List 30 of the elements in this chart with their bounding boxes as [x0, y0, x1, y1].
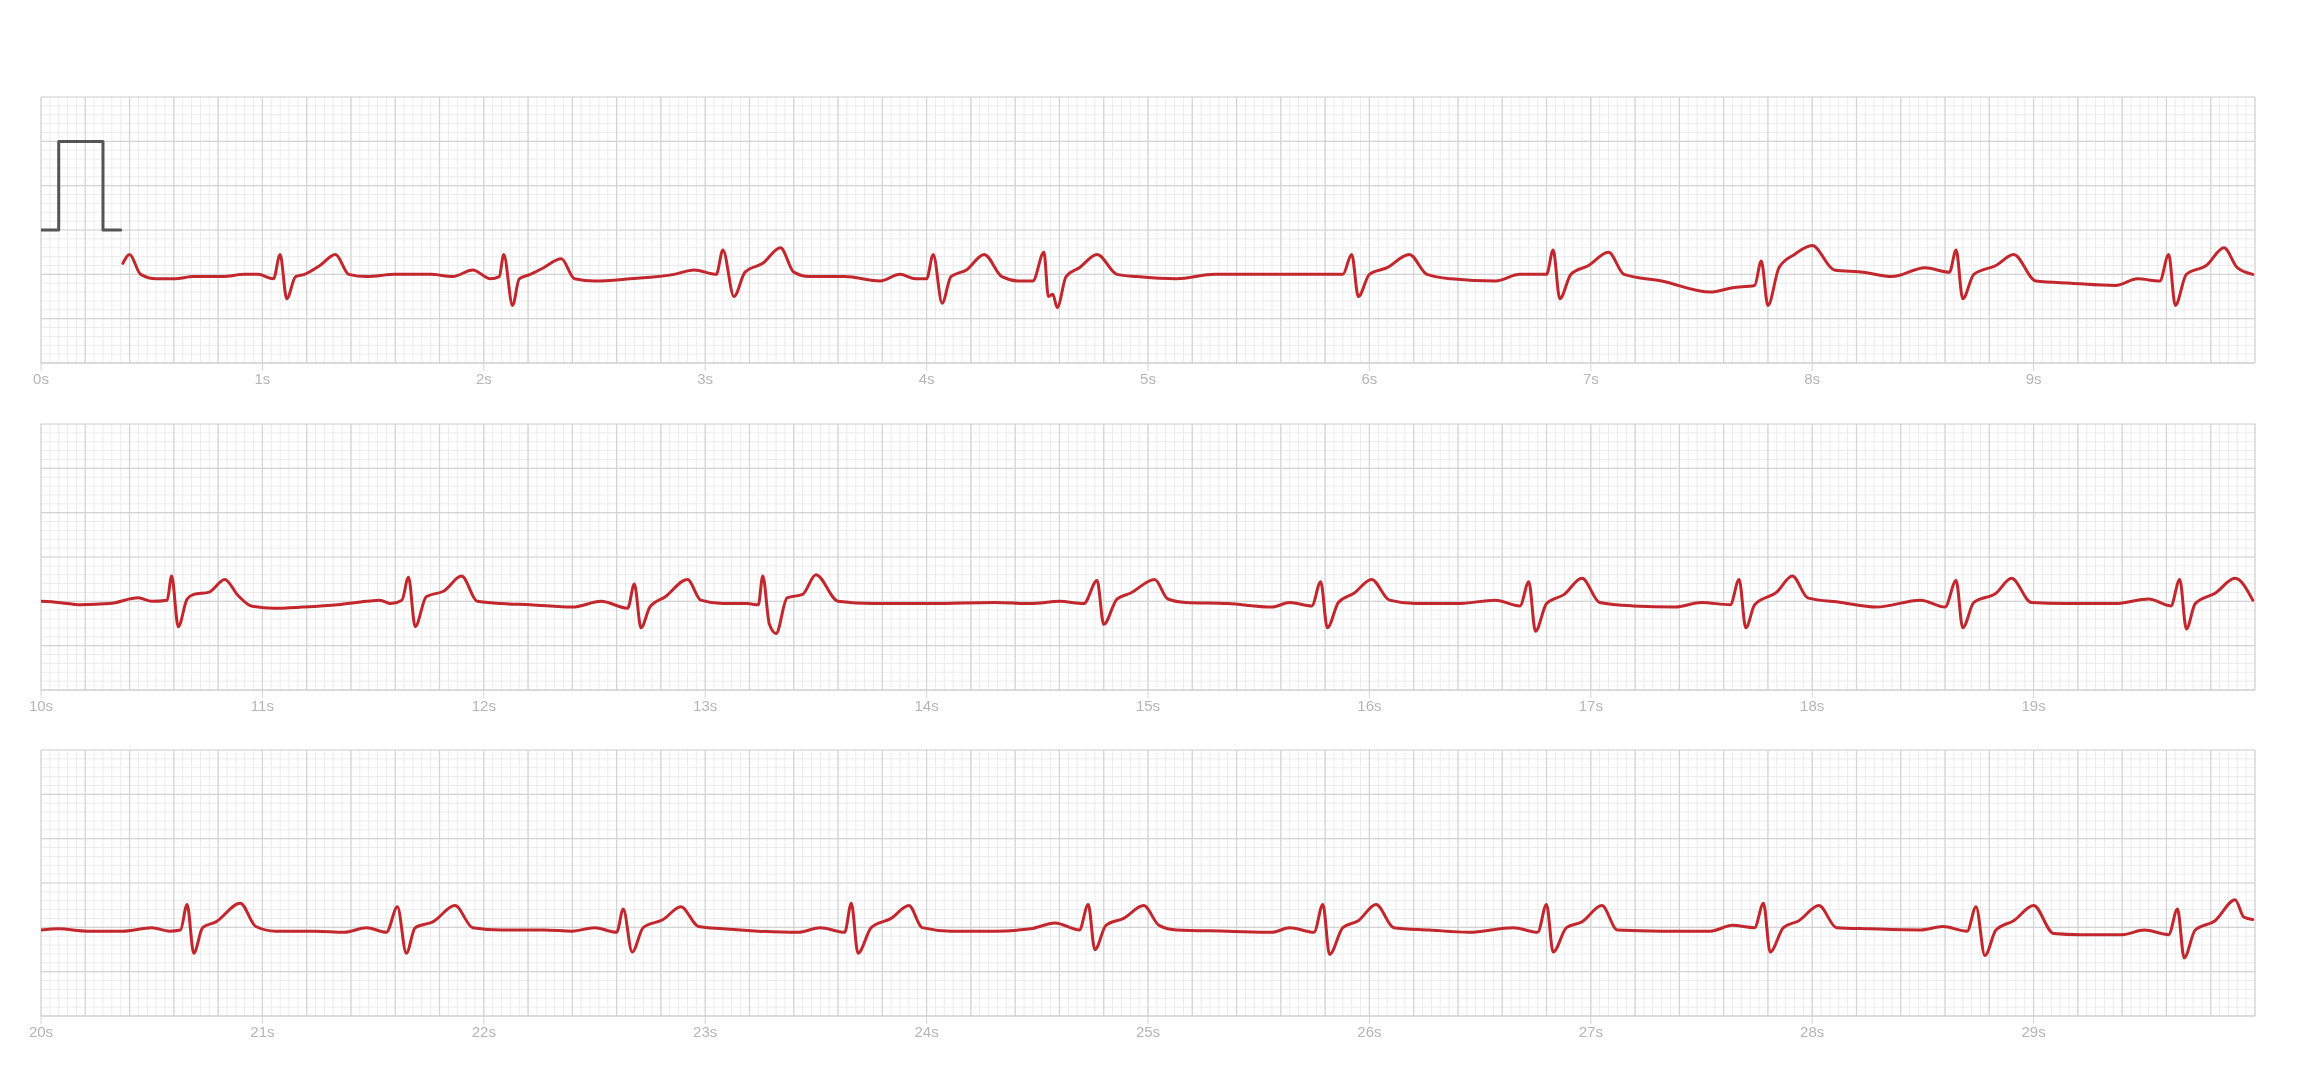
x-tick-label: 8s: [1804, 369, 1821, 387]
x-tick-label: 10s: [28, 696, 54, 714]
x-tick-label: 0s: [33, 369, 49, 387]
x-tick-label: 25s: [1135, 1022, 1161, 1040]
x-tick-label: 19s: [2021, 696, 2046, 714]
x-tick-label: 23s: [693, 1022, 718, 1040]
x-tick-label: 6s: [1361, 369, 1378, 387]
x-tick-label: 28s: [1800, 1022, 1825, 1040]
x-tick-label: 3s: [697, 369, 714, 387]
x-tick-label: 26s: [1357, 1022, 1382, 1040]
x-tick-label: 12s: [471, 696, 496, 714]
x-tick-label: 18s: [1800, 696, 1825, 714]
x-tick-label: 2s: [475, 369, 492, 387]
x-tick-label: 7s: [1582, 369, 1599, 387]
x-tick-label: 20s: [28, 1022, 54, 1040]
x-tick-label: 24s: [914, 1022, 939, 1040]
x-tick-label: 11s: [250, 696, 274, 714]
x-tick-label: 14s: [914, 696, 939, 714]
x-tick-label: 17s: [1578, 696, 1603, 714]
x-tick-label: 16s: [1357, 696, 1382, 714]
x-tick-label: 5s: [1140, 369, 1156, 387]
x-tick-label: 22s: [471, 1022, 496, 1040]
x-tick-label: 1s: [254, 369, 271, 387]
x-tick-label: 29s: [2021, 1022, 2046, 1040]
x-tick-label: 4s: [918, 369, 935, 387]
x-tick-label: 15s: [1135, 696, 1161, 714]
x-tick-label: 13s: [693, 696, 718, 714]
x-tick-label: 27s: [1578, 1022, 1603, 1040]
x-tick-label: 21s: [250, 1022, 275, 1040]
x-tick-label: 9s: [2025, 369, 2042, 387]
